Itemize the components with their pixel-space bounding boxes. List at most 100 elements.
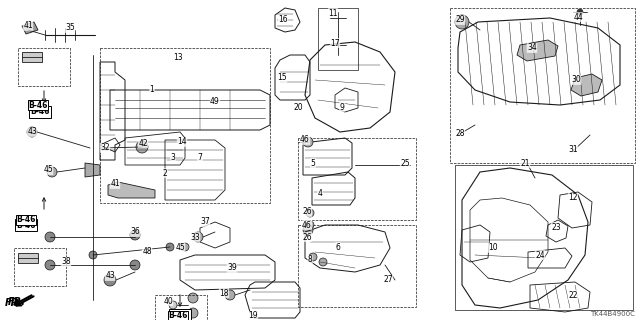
Polygon shape: [517, 40, 558, 61]
Circle shape: [27, 127, 37, 137]
Text: 44: 44: [573, 12, 583, 21]
Circle shape: [47, 167, 57, 177]
Circle shape: [169, 301, 177, 309]
Text: 37: 37: [200, 218, 210, 227]
Text: 40: 40: [163, 297, 173, 306]
Text: 32: 32: [100, 143, 110, 153]
Text: 22: 22: [568, 291, 578, 300]
Circle shape: [577, 9, 583, 15]
Text: 39: 39: [227, 263, 237, 273]
Text: FR.: FR.: [5, 298, 23, 308]
Text: 48: 48: [142, 246, 152, 255]
Text: 45: 45: [43, 165, 53, 174]
Text: B-46: B-46: [16, 215, 36, 225]
Text: TK44B4900C: TK44B4900C: [590, 311, 635, 317]
Text: 33: 33: [190, 233, 200, 242]
Text: 5: 5: [310, 158, 316, 167]
Text: 41: 41: [110, 180, 120, 188]
Text: B-46: B-46: [16, 220, 36, 229]
Text: 42: 42: [138, 139, 148, 148]
Text: 41: 41: [23, 21, 33, 30]
Text: 26: 26: [302, 207, 312, 217]
Text: 20: 20: [293, 103, 303, 113]
Circle shape: [45, 260, 55, 270]
Text: 34: 34: [527, 44, 537, 52]
Circle shape: [181, 243, 189, 251]
Text: 23: 23: [551, 222, 561, 231]
Text: 15: 15: [277, 74, 287, 83]
Text: 45: 45: [175, 243, 185, 252]
Circle shape: [303, 137, 313, 147]
Circle shape: [130, 230, 140, 240]
Text: 43: 43: [105, 271, 115, 281]
Circle shape: [303, 225, 313, 235]
Circle shape: [193, 232, 203, 242]
Text: 26: 26: [302, 233, 312, 242]
Text: B-46: B-46: [30, 108, 50, 116]
Circle shape: [306, 209, 314, 217]
Polygon shape: [571, 74, 602, 96]
Text: 18: 18: [220, 289, 228, 298]
Text: 6: 6: [335, 243, 340, 252]
Text: FR.: FR.: [8, 297, 26, 307]
Circle shape: [104, 274, 116, 286]
Circle shape: [225, 290, 235, 300]
Text: 7: 7: [198, 153, 202, 162]
Circle shape: [309, 253, 317, 261]
Text: 38: 38: [61, 258, 71, 267]
Text: 25: 25: [400, 158, 410, 167]
Circle shape: [136, 141, 148, 153]
Text: 19: 19: [248, 311, 258, 320]
Polygon shape: [18, 253, 38, 263]
Text: 13: 13: [173, 53, 183, 62]
Bar: [450, 8, 635, 163]
Text: 11: 11: [328, 9, 338, 18]
Bar: [14, 248, 66, 286]
Text: 43: 43: [27, 127, 37, 137]
Circle shape: [188, 293, 198, 303]
Bar: [100, 48, 270, 203]
Text: B-46: B-46: [170, 310, 189, 319]
Text: 31: 31: [568, 146, 578, 155]
Text: 3: 3: [171, 153, 175, 162]
Text: 49: 49: [210, 98, 220, 107]
Text: 24: 24: [535, 251, 545, 260]
Bar: [318, 8, 358, 70]
Text: 28: 28: [455, 129, 465, 138]
Polygon shape: [108, 182, 155, 198]
Bar: [455, 165, 633, 310]
Polygon shape: [85, 163, 100, 177]
Circle shape: [166, 243, 174, 251]
Text: 35: 35: [65, 23, 75, 33]
Circle shape: [455, 15, 469, 29]
Circle shape: [319, 258, 327, 266]
Text: 10: 10: [488, 244, 498, 252]
Text: 30: 30: [571, 76, 581, 84]
Text: 8: 8: [308, 255, 312, 265]
Circle shape: [306, 221, 314, 229]
Text: 9: 9: [340, 102, 344, 111]
Text: 12: 12: [568, 194, 578, 203]
Circle shape: [45, 232, 55, 242]
Text: 27: 27: [383, 276, 393, 284]
Text: 17: 17: [330, 38, 340, 47]
Text: 2: 2: [163, 169, 168, 178]
Bar: [298, 138, 416, 220]
Bar: [298, 225, 416, 307]
Bar: [155, 295, 207, 320]
Circle shape: [188, 308, 198, 318]
Text: 14: 14: [177, 138, 187, 147]
Text: 16: 16: [278, 15, 288, 25]
Text: 29: 29: [455, 15, 465, 25]
Circle shape: [130, 260, 140, 270]
Text: 46: 46: [300, 135, 310, 145]
Text: 1: 1: [150, 85, 154, 94]
Text: 21: 21: [520, 158, 530, 167]
Circle shape: [89, 251, 97, 259]
Text: 4: 4: [317, 188, 323, 197]
Polygon shape: [22, 52, 42, 62]
Text: 46: 46: [302, 220, 312, 229]
Text: 36: 36: [130, 228, 140, 236]
Text: B-46: B-46: [28, 100, 48, 109]
Text: B-46: B-46: [168, 311, 188, 320]
